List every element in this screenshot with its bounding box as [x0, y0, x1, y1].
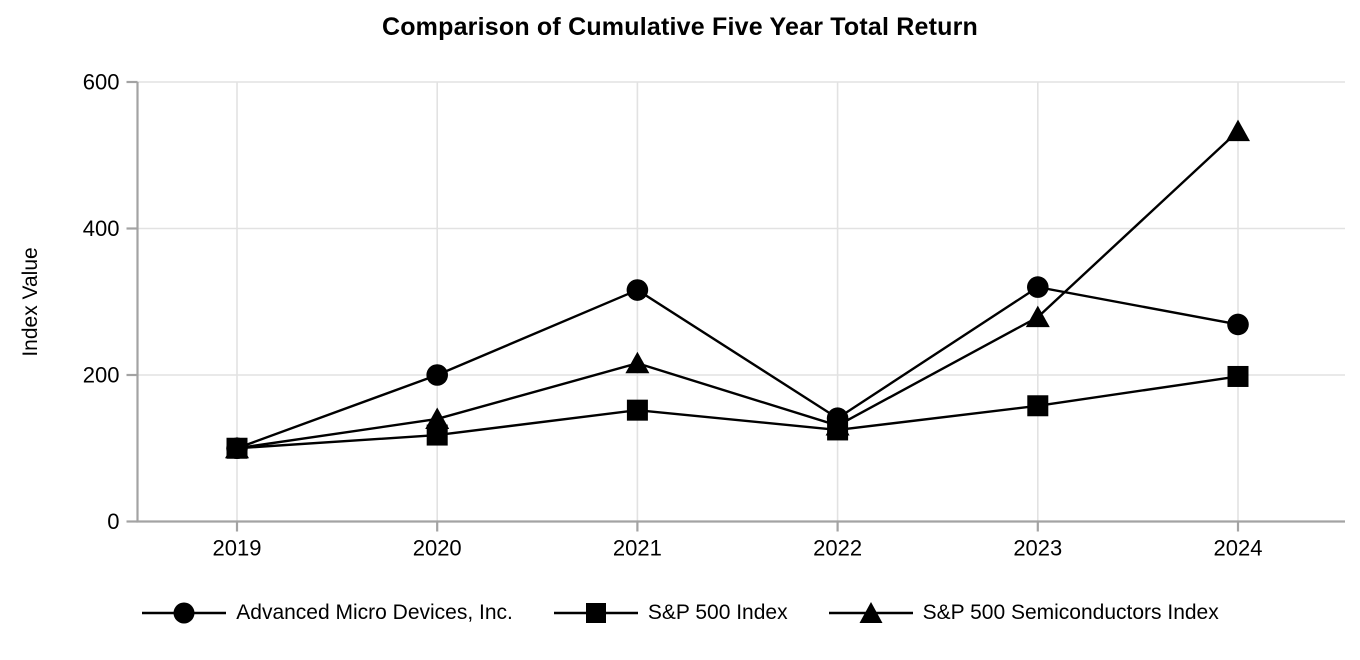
- circle-marker: [1227, 313, 1249, 336]
- y-tick-label: 200: [83, 363, 120, 388]
- circle-marker-icon: [142, 602, 227, 624]
- legend-item-sp500-semis: S&P 500 Semiconductors Index: [828, 600, 1219, 626]
- square-marker: [827, 419, 849, 441]
- x-tick-label: 2024: [1214, 536, 1263, 561]
- series-line-0: [236, 285, 1239, 450]
- circle-marker: [426, 364, 449, 386]
- y-axis-title: Index Value: [19, 247, 42, 356]
- square-marker: [226, 437, 248, 459]
- legend-item-amd: Advanced Micro Devices, Inc.: [141, 600, 513, 626]
- series-line-1: [236, 375, 1239, 450]
- chart-title: Comparison of Cumulative Five Year Total…: [381, 13, 979, 41]
- legend-label-sp500-semis: S&P 500 Semiconductors Index: [922, 601, 1219, 624]
- x-tick-label: 2020: [413, 536, 462, 561]
- x-tick-label: 2019: [213, 536, 262, 561]
- triangle-marker: [625, 351, 650, 374]
- x-tick-label: 2023: [1013, 536, 1062, 561]
- chart-legend: Advanced Micro Devices, Inc. S&P 500 Ind…: [0, 600, 1360, 626]
- circle-marker: [626, 279, 649, 301]
- square-marker: [626, 399, 648, 421]
- x-tick-label: 2021: [613, 536, 662, 561]
- triangle-marker: [1025, 305, 1050, 328]
- y-tick-label: 400: [83, 216, 120, 241]
- square-marker: [1027, 395, 1049, 417]
- series-line-2: [236, 130, 1239, 450]
- circle-marker: [1027, 276, 1049, 298]
- legend-item-sp500: S&P 500 Index: [553, 600, 788, 626]
- triangle-marker: [1226, 119, 1250, 142]
- y-tick-label: 0: [107, 509, 119, 534]
- square-marker: [426, 424, 448, 446]
- x-tick-label: 2022: [813, 536, 862, 561]
- triangle-marker-icon: [828, 602, 913, 623]
- chart-canvas: 0 200 400 600 2019 2020 2021 2022 2023 2024 Index …: [19, 70, 1345, 561]
- triangle-marker: [425, 407, 450, 429]
- square-marker-icon: [553, 603, 638, 623]
- square-marker: [1227, 365, 1249, 387]
- legend-label-sp500: S&P 500 Index: [647, 601, 788, 624]
- y-tick-label: 600: [83, 70, 120, 95]
- legend-label-amd: Advanced Micro Devices, Inc.: [236, 601, 513, 624]
